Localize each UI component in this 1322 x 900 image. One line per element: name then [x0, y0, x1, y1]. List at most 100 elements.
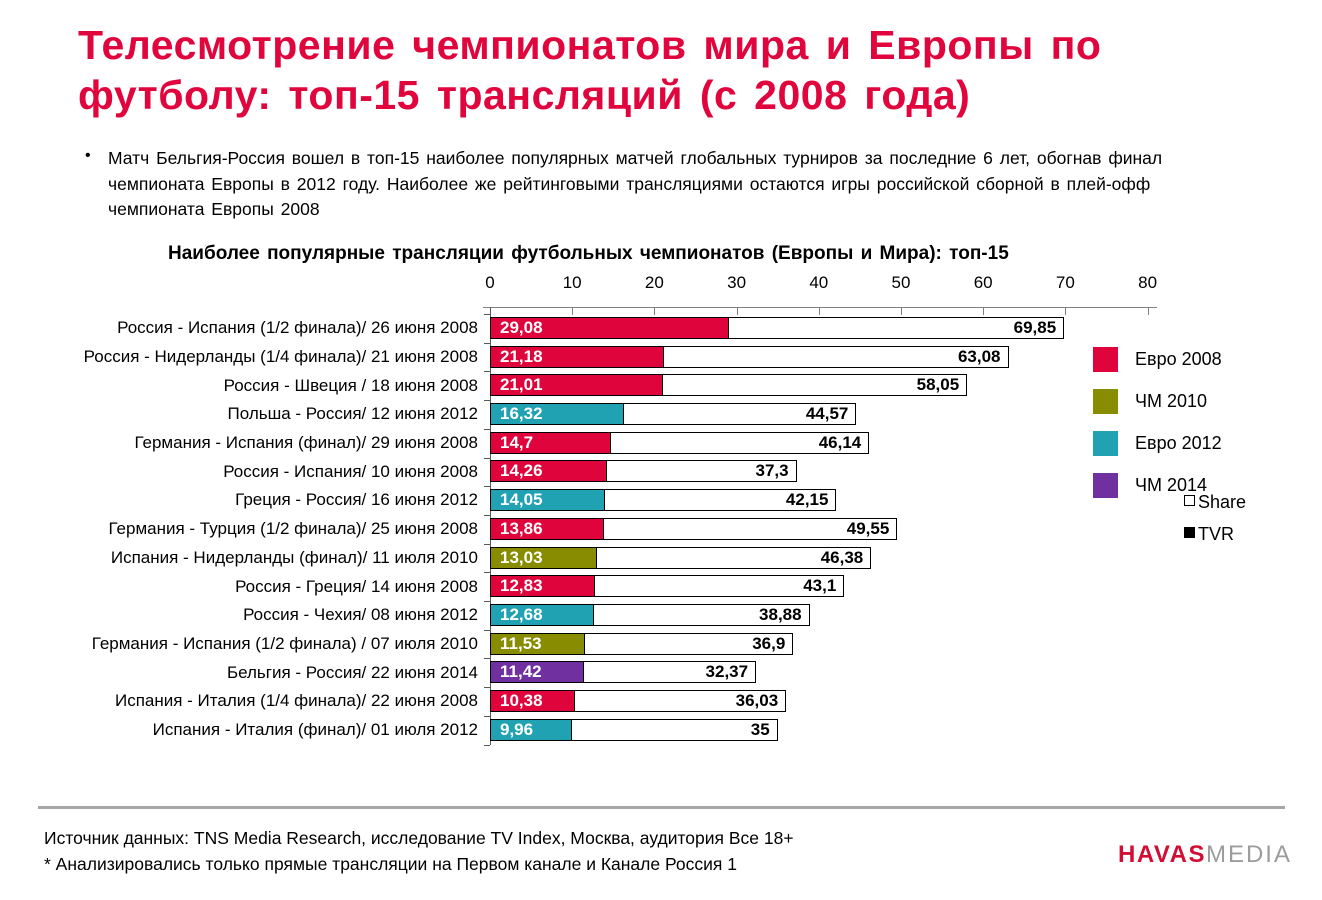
tvr-bar: 10,38	[490, 689, 576, 712]
axis-tick-label: 10	[562, 273, 582, 292]
tvr-value-label: 29,08	[500, 318, 543, 337]
bullet-text: Матч Бельгия-Россия вошел в топ-15 наибо…	[108, 148, 1163, 219]
table-row: Испания - Италия (1/4 финала)/ 22 июня 2…	[0, 687, 1322, 716]
tvr-value-label: 14,05	[500, 490, 543, 510]
share-value-label: 43,1	[803, 576, 837, 596]
legend-item-wc2014: ЧМ 2014	[1093, 473, 1207, 498]
category-tick-mark	[484, 715, 490, 717]
bullet-paragraph: • Матч Бельгия-Россия вошел в топ-15 наи…	[85, 146, 1275, 223]
axis-tick-mark	[736, 307, 738, 315]
category-tick-mark	[484, 572, 490, 574]
category-tick-mark	[484, 514, 490, 516]
share-value-label: 69,85	[1013, 318, 1057, 337]
table-row: Польша - Россия/ 12 июня 2012 44,57 16,32	[0, 400, 1322, 429]
category-label: Россия - Испания (1/2 финала)/ 26 июня 2…	[117, 318, 478, 338]
category-tick-mark	[484, 687, 490, 689]
category-label: Германия - Испания (1/2 финала) / 07 июл…	[91, 633, 478, 653]
tvr-bar: 14,05	[490, 489, 606, 512]
havas-media-logo: HAVASMEDIA	[1118, 841, 1292, 869]
category-tick-mark	[484, 371, 490, 373]
table-row: Россия - Испания/ 10 июня 2008 37,3 14,26	[0, 457, 1322, 486]
table-row: Россия - Греция/ 14 июня 2008 43,1 12,83	[0, 572, 1322, 601]
legend-swatch-icon	[1093, 473, 1118, 498]
tvr-bar: 12,68	[490, 603, 595, 626]
category-label: Россия - Испания/ 10 июня 2008	[223, 461, 478, 481]
tvr-value-label: 13,86	[500, 518, 543, 538]
table-row: Германия - Испания (1/2 финала) / 07 июл…	[0, 630, 1322, 659]
tvr-bar: 11,42	[490, 661, 584, 684]
tvr-value-label: 11,42	[500, 662, 542, 682]
axis-tick-label: 40	[809, 273, 829, 292]
share-value-label: 63,08	[957, 346, 1001, 366]
tvr-value-label: 11,53	[500, 633, 542, 653]
tvr-value-label: 9,96	[500, 719, 534, 739]
tvr-bar: 13,86	[490, 517, 604, 540]
legend-tvr: TVR	[1184, 524, 1234, 544]
axis-tick-mark	[983, 307, 985, 315]
tvr-value-label: 10,38	[500, 690, 543, 710]
category-label: Польша - Россия/ 12 июня 2012	[227, 404, 478, 424]
category-tick-mark	[484, 543, 490, 545]
category-tick-mark	[484, 629, 490, 631]
page-title: Телесмотрение чемпионатов мира и Европы …	[78, 22, 1102, 118]
legend-label: ЧМ 2010	[1135, 391, 1208, 411]
legend-item-euro2012: Евро 2012	[1093, 431, 1222, 456]
legend-swatch-icon	[1093, 389, 1118, 414]
share-marker-icon	[1184, 494, 1195, 506]
share-value-label: 32,37	[705, 662, 749, 682]
tvr-bar: 13,03	[490, 546, 598, 569]
tvr-value-label: 21,18	[500, 346, 543, 366]
tvr-bar: 21,18	[490, 345, 665, 368]
tvr-value-label: 12,68	[500, 604, 543, 624]
table-row: Россия - Испания (1/2 финала)/ 26 июня 2…	[0, 314, 1322, 343]
share-value-label: 42,15	[785, 490, 829, 510]
category-tick-mark	[484, 658, 490, 660]
share-value-label: 38,88	[759, 604, 802, 624]
category-label: Испания - Италия (1/4 финала)/ 22 июня 2…	[114, 691, 478, 711]
legend-label: Евро 2008	[1135, 349, 1222, 369]
tvr-bar: 11,53	[490, 632, 585, 655]
bullet-icon: •	[85, 147, 91, 164]
legend-share: Share	[1184, 492, 1246, 512]
category-tick-mark	[484, 428, 490, 430]
category-label: Германия - Турция (1/2 финала)/ 25 июня …	[108, 519, 478, 539]
share-value-label: 46,14	[818, 432, 862, 452]
category-tick-mark	[484, 486, 490, 488]
axis-tick-mark	[1147, 307, 1149, 315]
tvr-bar: 16,32	[490, 403, 625, 426]
category-tick-mark	[484, 457, 490, 459]
category-label: Бельгия - Россия/ 22 июня 2014	[226, 662, 478, 682]
logo-media-text: MEDIA	[1205, 841, 1292, 868]
tvr-marker-icon	[1184, 526, 1195, 538]
axis-tick-mark	[901, 307, 902, 315]
footer: Источник данных: TNS Media Research, исс…	[44, 826, 794, 877]
footer-note: * Анализировались только прямые трансляц…	[44, 853, 737, 874]
category-label: Россия - Чехия/ 08 июня 2012	[243, 605, 478, 625]
table-row: Греция - Россия/ 16 июня 2012 42,15 14,05	[0, 486, 1322, 515]
category-label: Россия - Швеция / 18 июня 2008	[223, 375, 478, 395]
tvr-bar: 29,08	[490, 317, 730, 339]
legend-item-wc2010: ЧМ 2010	[1093, 389, 1207, 414]
table-row: Германия - Испания (финал)/ 29 июня 2008…	[0, 429, 1322, 458]
axis-tick-mark	[654, 307, 656, 315]
tvr-bar: 21,01	[490, 374, 663, 397]
table-row: Испания - Нидерланды (финал)/ 11 июля 20…	[0, 544, 1322, 573]
category-label: Греция - Россия/ 16 июня 2012	[235, 490, 478, 510]
footer-divider	[38, 806, 1285, 809]
share-value-label: 36,03	[735, 690, 779, 710]
category-label: Россия - Греция/ 14 июня 2008	[235, 576, 478, 596]
category-tick-mark	[484, 744, 490, 746]
footer-source: Источник данных: TNS Media Research, исс…	[44, 828, 794, 848]
category-tick-mark	[484, 314, 490, 315]
legend-share-label: Share	[1198, 492, 1247, 512]
axis-tick-label: 80	[1138, 273, 1158, 292]
category-tick-mark	[484, 601, 490, 602]
chart-rows: Россия - Испания (1/2 финала)/ 26 июня 2…	[0, 314, 1322, 744]
share-value-label: 58,05	[916, 375, 960, 395]
tvr-bar: 14,26	[490, 460, 608, 483]
chart-title: Наиболее популярные трансляции футбольны…	[168, 243, 1009, 264]
tvr-bar: 9,96	[490, 718, 572, 741]
share-value-label: 46,38	[820, 547, 864, 567]
legend-item-euro2008: Евро 2008	[1093, 347, 1222, 372]
legend-label: Евро 2012	[1135, 433, 1222, 453]
